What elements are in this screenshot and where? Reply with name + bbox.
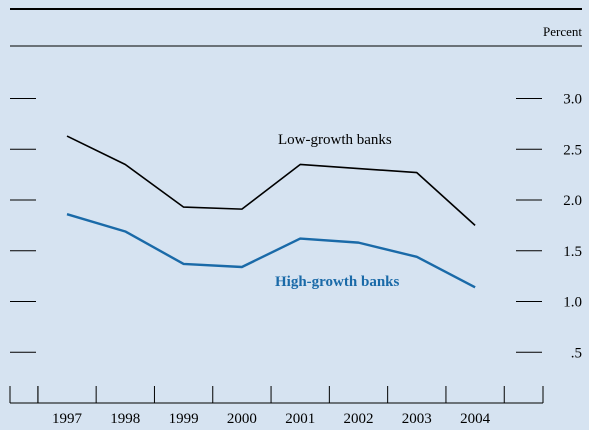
x-tick-label: 1997 xyxy=(52,411,83,427)
series-label-high-growth: High-growth banks xyxy=(275,274,400,290)
y-tick-label: 3.0 xyxy=(563,92,582,108)
unit-label: Percent xyxy=(543,24,582,39)
series-line-high-growth xyxy=(66,213,476,289)
x-tick-label: 1998 xyxy=(110,411,140,427)
series-lines xyxy=(66,135,476,289)
y-tick-labels: 3.0 2.5 2.0 1.5 1.0 .5 xyxy=(563,92,582,362)
x-tick-label: 1999 xyxy=(169,411,199,427)
x-axis xyxy=(9,386,544,404)
y-tick-label: 1.0 xyxy=(563,295,582,311)
y-tick-marks xyxy=(10,98,542,353)
series-label-low-growth: Low-growth banks xyxy=(278,132,392,148)
y-tick-label: 2.0 xyxy=(563,193,582,209)
y-tick-label: .5 xyxy=(571,345,582,361)
y-tick-label: 1.5 xyxy=(563,244,582,260)
x-tick-labels: 1997 1998 1999 2000 2001 2002 2003 2004 xyxy=(52,411,491,427)
x-tick-label: 2000 xyxy=(227,411,257,427)
x-tick-label: 2004 xyxy=(460,411,491,427)
x-tick-label: 2003 xyxy=(402,411,432,427)
series-line-low-growth xyxy=(66,135,476,226)
x-tick-label: 2001 xyxy=(285,411,315,427)
x-tick-label: 2002 xyxy=(344,411,374,427)
y-tick-label: 2.5 xyxy=(563,142,582,158)
